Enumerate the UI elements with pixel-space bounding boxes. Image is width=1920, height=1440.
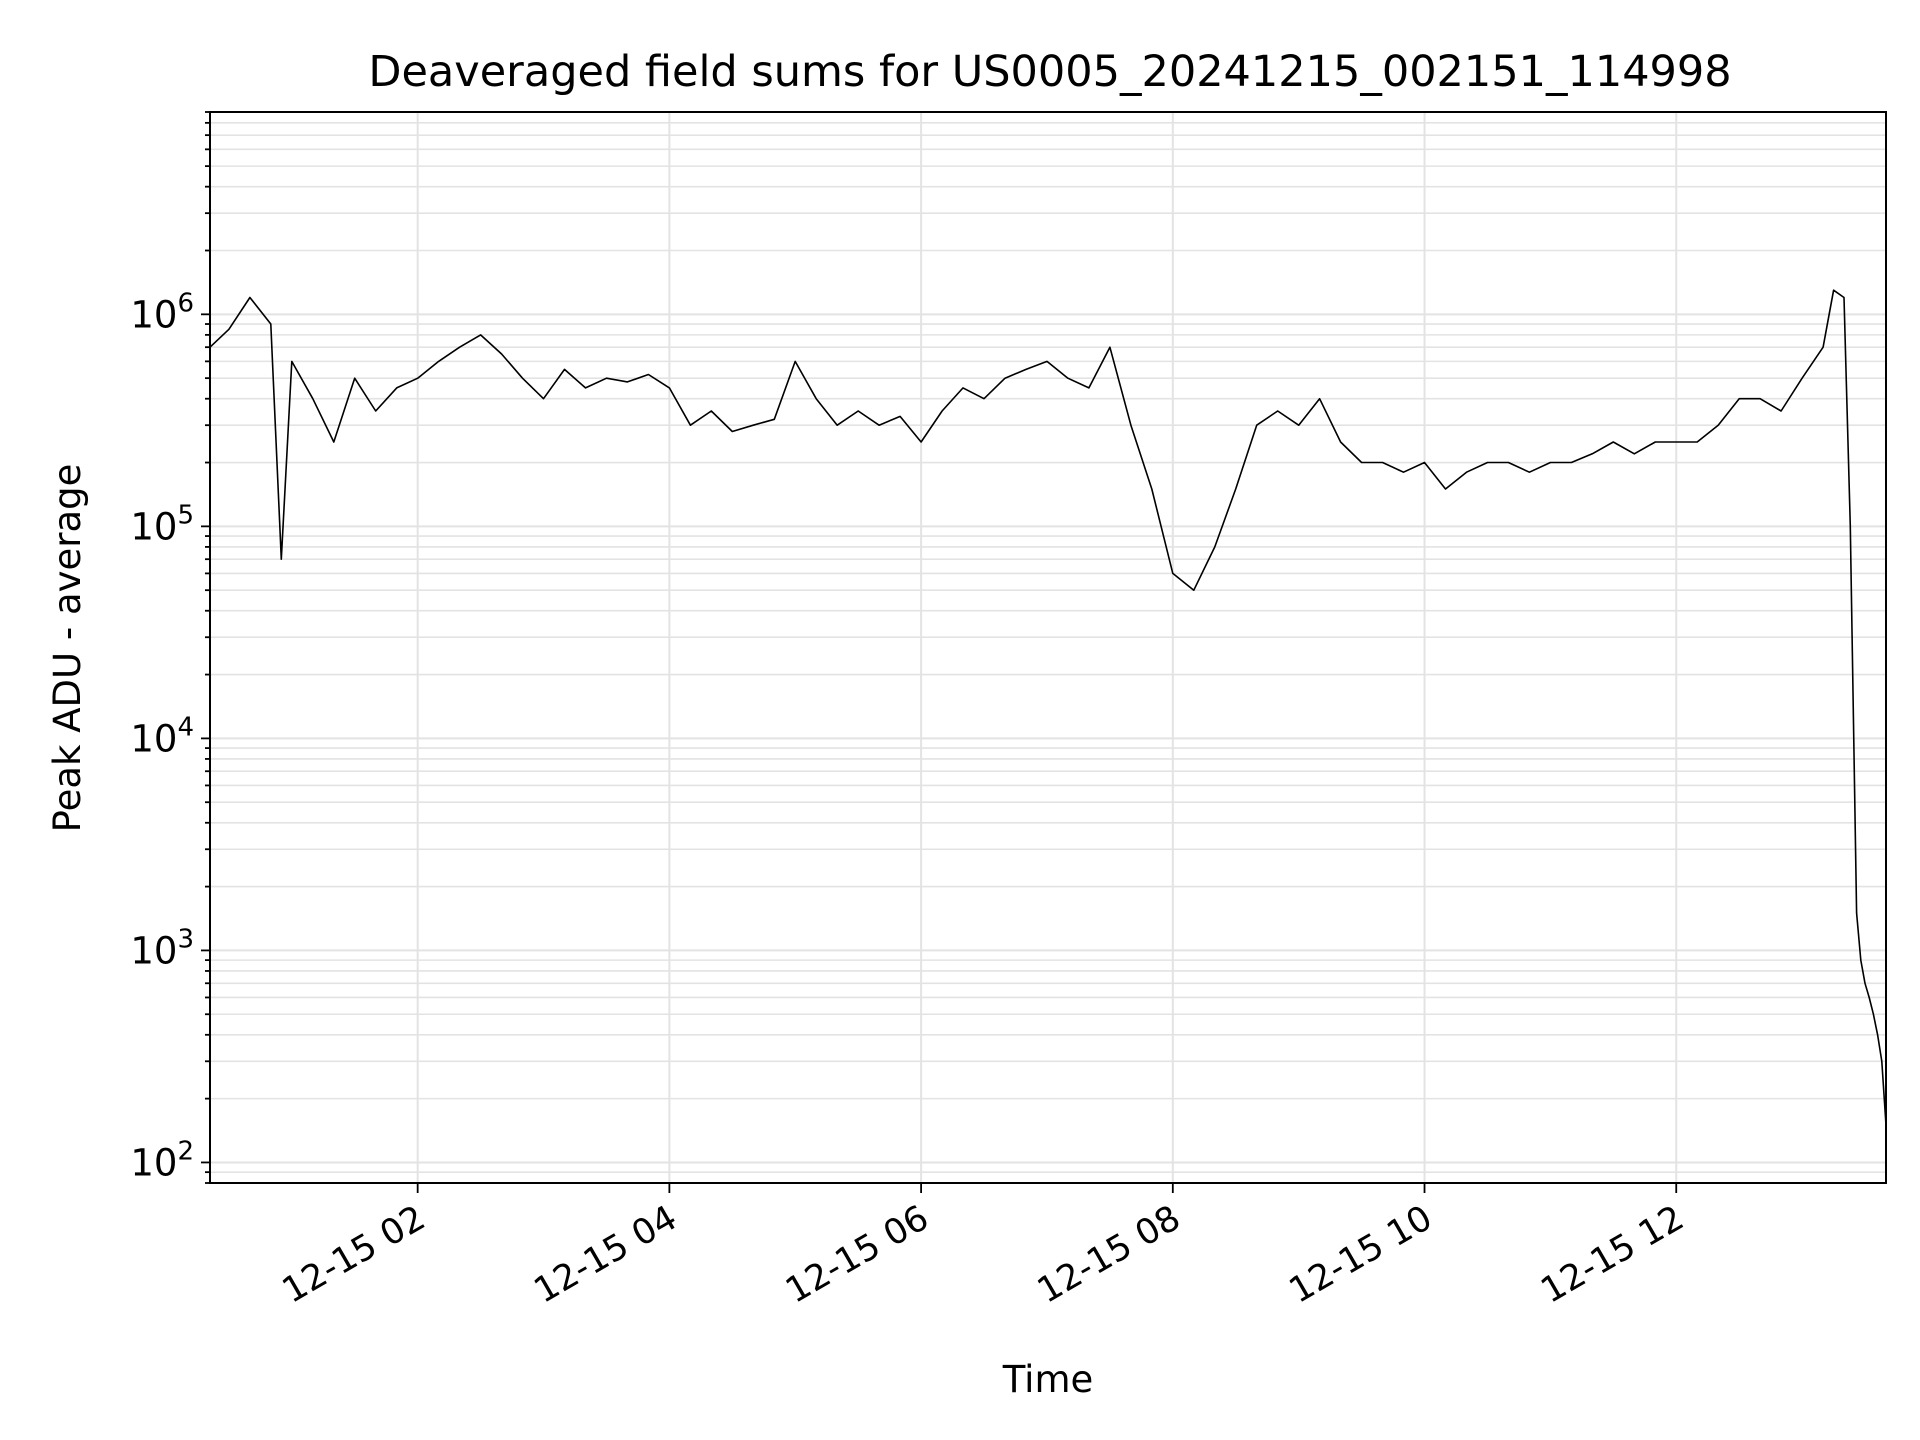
chart-title: Deaveraged field sums for US0005_2024121… <box>368 47 1731 97</box>
y-tick-label: 102 <box>130 1136 194 1184</box>
y-tick-label-base: 10 <box>130 293 177 336</box>
y-tick-label: 103 <box>130 924 194 972</box>
y-tick-label-base: 10 <box>130 929 177 972</box>
plot-area-frame <box>209 111 1887 1184</box>
y-tick-label-exponent: 6 <box>177 288 194 318</box>
y-tick-label: 105 <box>130 500 194 548</box>
y-tick-label-base: 10 <box>130 505 177 548</box>
y-tick-label-exponent: 3 <box>177 924 194 954</box>
y-tick-label-base: 10 <box>130 717 177 760</box>
y-axis-label: Peak ADU - average <box>46 464 89 833</box>
y-tick-label: 106 <box>130 288 194 336</box>
x-axis-label: Time <box>1002 1358 1094 1401</box>
y-tick-label: 104 <box>130 712 194 760</box>
y-tick-label-exponent: 4 <box>177 712 194 742</box>
y-tick-label-base: 10 <box>130 1141 177 1184</box>
y-tick-label-exponent: 2 <box>177 1136 194 1166</box>
y-tick-label-exponent: 5 <box>177 500 194 530</box>
series-line <box>209 289 1887 1126</box>
grid <box>210 111 1886 1184</box>
series-layer <box>209 289 1887 1126</box>
